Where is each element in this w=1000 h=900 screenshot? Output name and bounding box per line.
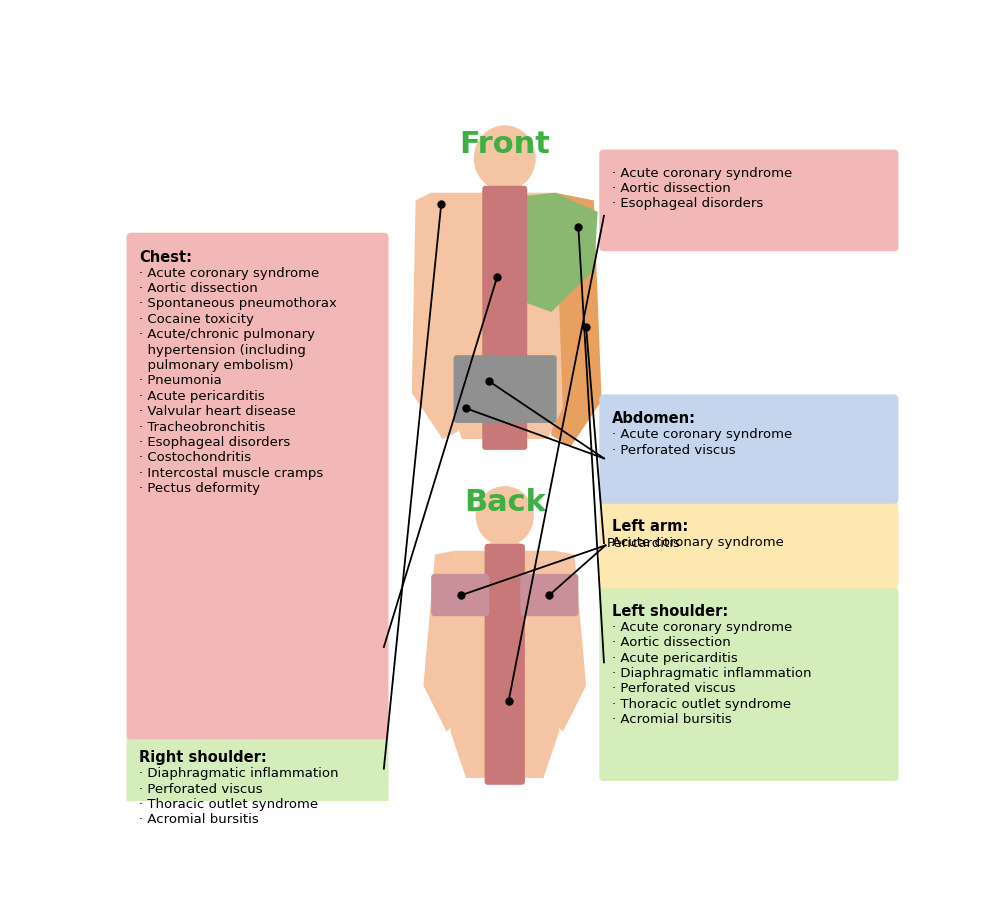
- Ellipse shape: [474, 125, 536, 191]
- Text: hypertension (including: hypertension (including: [139, 344, 306, 356]
- FancyBboxPatch shape: [431, 574, 489, 617]
- Bar: [488, 187, 522, 214]
- Text: · Acute pericarditis: · Acute pericarditis: [139, 390, 265, 403]
- Polygon shape: [520, 193, 598, 312]
- FancyBboxPatch shape: [127, 233, 388, 740]
- Text: Back: Back: [464, 489, 546, 518]
- Text: · Acute coronary syndrome: · Acute coronary syndrome: [612, 166, 792, 179]
- Text: · Spontaneous pneumothorax: · Spontaneous pneumothorax: [139, 297, 337, 310]
- Text: · Aortic dissection: · Aortic dissection: [612, 636, 730, 649]
- Text: Front: Front: [459, 130, 550, 158]
- Text: · Pectus deformity: · Pectus deformity: [139, 482, 260, 495]
- Text: Left shoulder:: Left shoulder:: [612, 604, 728, 619]
- Text: · Cocaine toxicity: · Cocaine toxicity: [139, 313, 254, 326]
- Bar: [489, 543, 520, 566]
- FancyBboxPatch shape: [127, 734, 388, 864]
- Text: Abdomen:: Abdomen:: [612, 411, 696, 427]
- FancyBboxPatch shape: [520, 574, 578, 617]
- Text: · Acute coronary syndrome: · Acute coronary syndrome: [612, 428, 792, 441]
- Polygon shape: [551, 193, 602, 446]
- FancyBboxPatch shape: [599, 587, 898, 781]
- Text: Left arm:: Left arm:: [612, 519, 688, 535]
- Text: · Perforated viscus: · Perforated viscus: [139, 782, 263, 796]
- Text: · Thoracic outlet syndrome: · Thoracic outlet syndrome: [139, 798, 318, 811]
- Text: · Acute/chronic pulmonary: · Acute/chronic pulmonary: [139, 328, 315, 341]
- FancyBboxPatch shape: [482, 185, 527, 450]
- Text: Pericarditis: Pericarditis: [607, 536, 681, 550]
- Polygon shape: [450, 551, 559, 778]
- Text: · Diaphragmatic inflammation: · Diaphragmatic inflammation: [612, 667, 811, 680]
- Text: · Diaphragmatic inflammation: · Diaphragmatic inflammation: [139, 767, 338, 780]
- Text: · Valvular heart disease: · Valvular heart disease: [139, 405, 296, 418]
- Text: · Acromial bursitis: · Acromial bursitis: [612, 713, 731, 726]
- Text: · Intercostal muscle cramps: · Intercostal muscle cramps: [139, 467, 323, 480]
- Polygon shape: [412, 193, 458, 439]
- Text: · Acute coronary syndrome: · Acute coronary syndrome: [612, 621, 792, 634]
- Text: · Acute pericarditis: · Acute pericarditis: [612, 652, 737, 664]
- Text: · Esophageal disorders: · Esophageal disorders: [139, 436, 290, 449]
- Text: Acute coronary syndrome: Acute coronary syndrome: [612, 536, 784, 549]
- Text: · Aortic dissection: · Aortic dissection: [612, 182, 730, 195]
- Ellipse shape: [476, 486, 534, 546]
- Text: · Perforated viscus: · Perforated viscus: [612, 682, 735, 696]
- Text: · Acromial bursitis: · Acromial bursitis: [139, 814, 259, 826]
- Text: Right shoulder:: Right shoulder:: [139, 751, 267, 765]
- Text: · Acute coronary syndrome: · Acute coronary syndrome: [139, 266, 319, 280]
- Text: · Tracheobronchitis: · Tracheobronchitis: [139, 420, 265, 434]
- Polygon shape: [431, 193, 563, 439]
- Text: · Costochondritis: · Costochondritis: [139, 452, 251, 464]
- Polygon shape: [423, 551, 462, 732]
- Text: · Esophageal disorders: · Esophageal disorders: [612, 197, 763, 211]
- Text: · Pneumonia: · Pneumonia: [139, 374, 222, 387]
- Text: · Perforated viscus: · Perforated viscus: [612, 444, 735, 456]
- FancyBboxPatch shape: [599, 502, 898, 589]
- Text: · Thoracic outlet syndrome: · Thoracic outlet syndrome: [612, 698, 791, 711]
- FancyBboxPatch shape: [599, 394, 898, 504]
- Text: Chest:: Chest:: [139, 249, 192, 265]
- FancyBboxPatch shape: [454, 356, 557, 423]
- FancyBboxPatch shape: [485, 544, 525, 785]
- Text: · Aortic dissection: · Aortic dissection: [139, 282, 258, 295]
- Polygon shape: [547, 551, 586, 732]
- FancyBboxPatch shape: [599, 149, 898, 251]
- Text: pulmonary embolism): pulmonary embolism): [139, 359, 294, 372]
